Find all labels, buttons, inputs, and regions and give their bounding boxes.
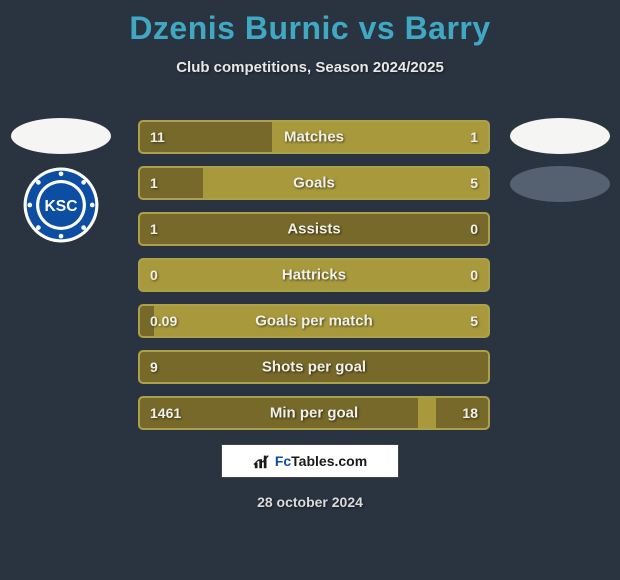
footer-date: 28 october 2024 — [0, 494, 620, 510]
stat-label: Hattricks — [140, 267, 488, 284]
fctables-brand-badge[interactable]: FcTables.com — [221, 444, 399, 478]
stat-row-hattricks: 0 Hattricks 0 — [138, 258, 490, 292]
stat-label: Min per goal — [140, 405, 488, 422]
page-title: Dzenis Burnic vs Barry — [0, 0, 620, 47]
stat-row-goals-per-match: 0.09 Goals per match 5 — [138, 304, 490, 338]
stat-row-shots-per-goal: 9 Shots per goal — [138, 350, 490, 384]
stat-row-assists: 1 Assists 0 — [138, 212, 490, 246]
right-badges-column — [507, 118, 612, 214]
stats-bars: 11 Matches 1 1 Goals 5 1 Assists 0 0 Hat… — [138, 120, 490, 442]
bars-chart-icon — [253, 452, 271, 470]
stat-right-value: 18 — [462, 405, 478, 421]
svg-text:KSC: KSC — [44, 198, 77, 215]
stat-right-value: 0 — [470, 267, 478, 283]
stat-label: Shots per goal — [140, 359, 488, 376]
stat-label: Matches — [140, 129, 488, 146]
subtitle: Club competitions, Season 2024/2025 — [0, 59, 620, 76]
stat-row-goals: 1 Goals 5 — [138, 166, 490, 200]
left-badges-column: KSC — [8, 118, 113, 244]
right-ellipse-2-placeholder — [510, 166, 610, 202]
stat-label: Assists — [140, 221, 488, 238]
stat-right-value: 1 — [470, 129, 478, 145]
stat-right-value: 5 — [470, 313, 478, 329]
ksc-club-badge-icon: KSC — [22, 166, 100, 244]
stat-label: Goals per match — [140, 313, 488, 330]
brand-text: FcTables.com — [275, 453, 367, 469]
left-ellipse-placeholder — [11, 118, 111, 154]
stat-label: Goals — [140, 175, 488, 192]
stat-row-matches: 11 Matches 1 — [138, 120, 490, 154]
stat-right-value: 0 — [470, 221, 478, 237]
stat-right-value: 5 — [470, 175, 478, 191]
right-ellipse-1-placeholder — [510, 118, 610, 154]
stat-row-min-per-goal: 1461 Min per goal 18 — [138, 396, 490, 430]
